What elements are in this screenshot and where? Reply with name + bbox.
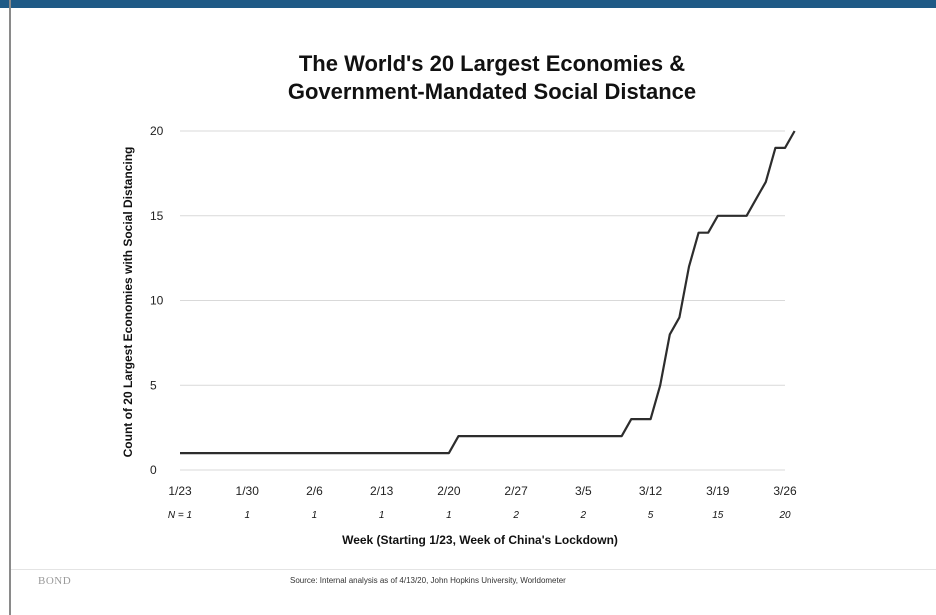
y-tick-label: 0	[150, 463, 157, 477]
x-tick-label: 2/20	[437, 484, 461, 498]
n-count-label: 5	[648, 510, 654, 521]
n-count-label: 1	[312, 510, 318, 521]
n-count-label: 1	[244, 510, 250, 521]
x-tick-label: 3/12	[639, 484, 663, 498]
series-line	[180, 130, 796, 455]
bond-logo: BOND	[38, 575, 72, 587]
x-tick-label: 3/26	[773, 484, 797, 498]
chart-title-line-1: The World's 20 Largest Economies &	[298, 51, 686, 76]
top-accent-bar	[0, 0, 936, 8]
n-count-label: N = 1	[168, 510, 192, 521]
left-border-rule	[9, 0, 11, 615]
x-axis-label: Week (Starting 1/23, Week of China's Loc…	[342, 533, 618, 547]
chart-title-line-2: Government-Mandated Social Distance	[287, 79, 697, 104]
x-tick-label: 3/19	[706, 484, 730, 498]
chart-title: The World's 20 Largest Economies & Gover…	[172, 50, 812, 106]
x-tick-label: 2/6	[306, 484, 323, 498]
y-tick-label: 5	[150, 378, 157, 392]
y-tick-label: 15	[150, 209, 164, 223]
n-count-label: 1	[379, 510, 385, 521]
x-tick-label: 1/23	[168, 484, 192, 498]
x-tick-label: 2/13	[370, 484, 394, 498]
x-tick-label: 2/27	[504, 484, 528, 498]
n-count-label: 1	[446, 510, 452, 521]
y-tick-label: 10	[150, 294, 164, 308]
x-tick-label: 3/5	[575, 484, 592, 498]
footer-divider	[11, 569, 936, 570]
n-count-label: 2	[580, 510, 587, 521]
y-tick-label: 20	[150, 124, 164, 138]
n-count-label: 20	[778, 510, 791, 521]
n-count-label: 2	[512, 510, 519, 521]
n-count-label: 15	[712, 510, 724, 521]
source-note: Source: Internal analysis as of 4/13/20,…	[290, 576, 566, 585]
x-tick-label: 1/30	[236, 484, 260, 498]
